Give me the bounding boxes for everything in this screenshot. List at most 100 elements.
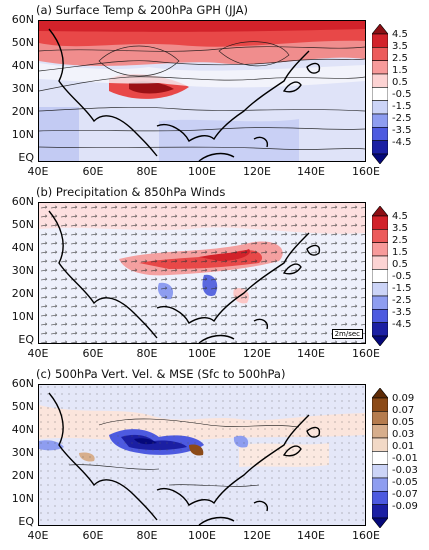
colorbar-segment xyxy=(372,424,388,439)
lat-label: 50N xyxy=(11,218,34,231)
colorbar xyxy=(372,206,388,346)
lat-label: 20N xyxy=(11,287,34,300)
lon-label: 40E xyxy=(27,347,49,360)
colorbar-segment xyxy=(372,491,388,505)
map-area: 2m/sec xyxy=(38,202,366,344)
colorbar-segment xyxy=(372,153,388,164)
colorbar-segment xyxy=(372,397,388,412)
colorbar-label: -1.5 xyxy=(392,283,412,294)
lat-label: 40N xyxy=(11,241,34,254)
lon-label: 60E xyxy=(82,347,104,360)
lat-label: 60N xyxy=(11,195,34,208)
colorbar-label: -0.5 xyxy=(392,89,412,100)
colorbar-segment xyxy=(372,60,388,75)
colorbar-label: -0.09 xyxy=(392,501,418,512)
colorbar-label: 2.5 xyxy=(392,235,408,246)
lat-label: 30N xyxy=(11,446,34,459)
colorbar-label: -3.5 xyxy=(392,307,412,318)
map-area xyxy=(38,384,366,526)
colorbar-segment xyxy=(372,411,388,425)
lon-label: 140E xyxy=(297,347,325,360)
lon-label: 100E xyxy=(188,165,216,178)
colorbar-label: -2.5 xyxy=(392,295,412,306)
colorbar-label: -3.5 xyxy=(392,125,412,136)
colorbar-label: 4.5 xyxy=(392,29,408,40)
lat-label: 30N xyxy=(11,264,34,277)
lat-label: 10N xyxy=(11,310,34,323)
lon-label: 120E xyxy=(243,347,271,360)
lon-label: 40E xyxy=(27,529,49,542)
lat-label: EQ xyxy=(18,515,34,528)
colorbar-label: -0.01 xyxy=(392,453,418,464)
colorbar-segment xyxy=(372,242,388,257)
colorbar-label: 0.09 xyxy=(392,393,415,404)
colorbar-segment xyxy=(372,100,388,115)
colorbar-label: 0.5 xyxy=(392,259,408,270)
lon-label: 60E xyxy=(82,165,104,178)
colorbar-label: -0.05 xyxy=(392,477,418,488)
lat-label: 50N xyxy=(11,400,34,413)
colorbar-segment xyxy=(372,87,388,101)
colorbar-label: 0.01 xyxy=(392,441,415,452)
colorbar-label: 0.07 xyxy=(392,405,415,416)
lon-label: 100E xyxy=(188,529,216,542)
colorbar-segment xyxy=(372,255,388,270)
lon-label: 80E xyxy=(136,165,158,178)
colorbar-segment xyxy=(372,215,388,230)
lat-label: 10N xyxy=(11,492,34,505)
colorbar-label: 1.5 xyxy=(392,247,408,258)
colorbar-segment xyxy=(372,73,388,88)
colorbar-segment xyxy=(372,464,388,479)
colorbar-label: -4.5 xyxy=(392,137,412,148)
colorbar-label: 4.5 xyxy=(392,211,408,222)
lon-label: 140E xyxy=(297,165,325,178)
colorbar-segment xyxy=(372,140,388,155)
lat-label: 10N xyxy=(11,128,34,141)
colorbar-label: -4.5 xyxy=(392,319,412,330)
lat-label: 60N xyxy=(11,377,34,390)
colorbar-label: 0.03 xyxy=(392,429,415,440)
lon-label: 160E xyxy=(352,347,380,360)
map-area xyxy=(38,20,366,162)
colorbar-label: 3.5 xyxy=(392,223,408,234)
lat-label: 20N xyxy=(11,469,34,482)
panel-title: (c) 500hPa Vert. Vel. & MSE (Sfc to 500h… xyxy=(36,367,286,381)
colorbar-segment xyxy=(372,309,388,323)
lat-label: 50N xyxy=(11,36,34,49)
lon-label: 140E xyxy=(297,529,325,542)
colorbar-segment xyxy=(372,229,388,243)
lon-label: 100E xyxy=(188,347,216,360)
colorbar-label: 3.5 xyxy=(392,41,408,52)
colorbar-segment xyxy=(372,322,388,337)
colorbar-segment xyxy=(372,33,388,48)
colorbar-segment xyxy=(372,517,388,528)
lat-label: 20N xyxy=(11,105,34,118)
colorbar-segment xyxy=(372,282,388,297)
colorbar-label: 0.5 xyxy=(392,77,408,88)
panel-title: (a) Surface Temp & 200hPa GPH (JJA) xyxy=(36,3,248,17)
colorbar-segment xyxy=(372,127,388,141)
colorbar-segment xyxy=(372,388,388,399)
colorbar-segment xyxy=(372,335,388,346)
colorbar-segment xyxy=(372,206,388,217)
colorbar xyxy=(372,388,388,528)
lon-label: 80E xyxy=(136,347,158,360)
colorbar-segment xyxy=(372,477,388,492)
colorbar-segment xyxy=(372,295,388,310)
colorbar-segment xyxy=(372,47,388,61)
lat-label: 40N xyxy=(11,59,34,72)
colorbar-label: -2.5 xyxy=(392,113,412,124)
colorbar-label: -0.07 xyxy=(392,489,418,500)
colorbar-segment xyxy=(372,113,388,128)
colorbar-label: 1.5 xyxy=(392,65,408,76)
colorbar xyxy=(372,24,388,164)
lon-label: 160E xyxy=(352,165,380,178)
panel-b: (b) Precipitation & 850hPa Winds 60N 50N… xyxy=(0,182,429,367)
lon-label: 40E xyxy=(27,165,49,178)
colorbar-label: -1.5 xyxy=(392,101,412,112)
panel-a: (a) Surface Temp & 200hPa GPH (JJA) 60N … xyxy=(0,0,429,185)
lat-label: EQ xyxy=(18,333,34,346)
lon-label: 60E xyxy=(82,529,104,542)
colorbar-label: 2.5 xyxy=(392,53,408,64)
lat-label: 30N xyxy=(11,82,34,95)
